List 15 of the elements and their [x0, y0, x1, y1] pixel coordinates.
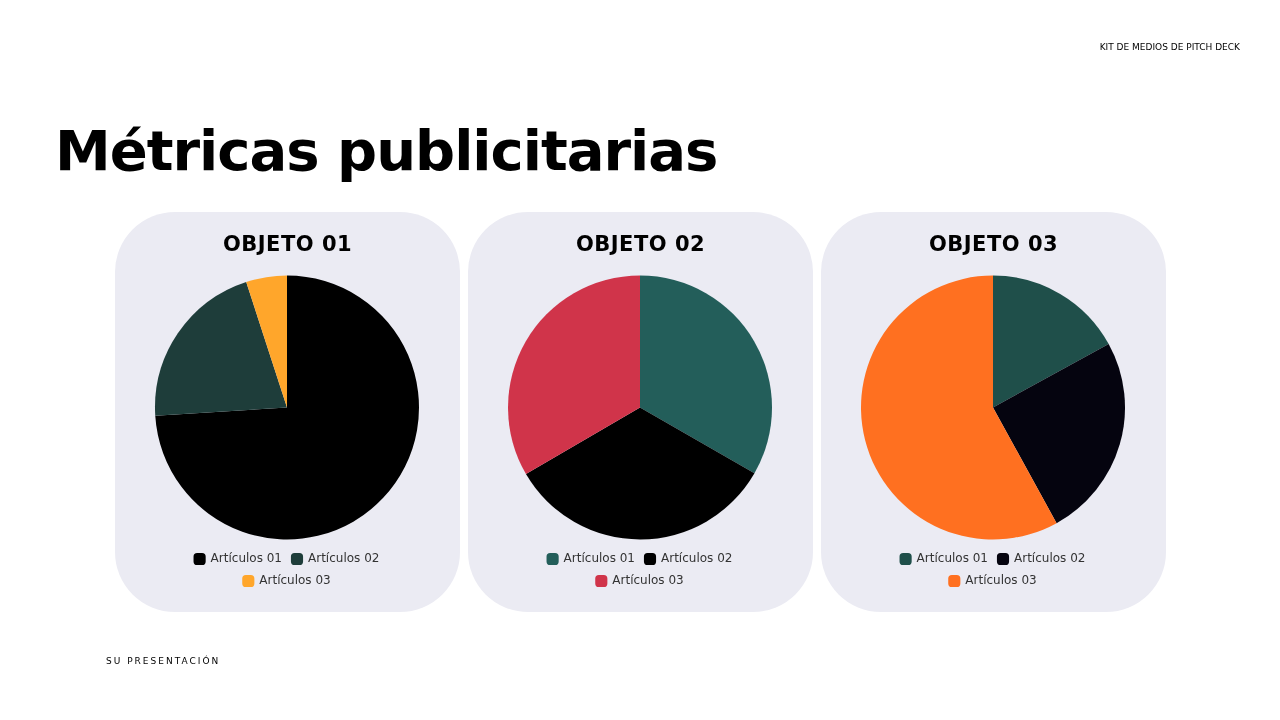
- legend-label: Artículos 03: [259, 573, 331, 588]
- chart-title: OBJETO 01: [221, 232, 354, 256]
- legend-label: Artículos 01: [210, 551, 283, 566]
- legend-label: Artículos 03: [612, 573, 684, 588]
- text: KIT DE MEDIOS DE PITCH DECK: [1099, 42, 1240, 52]
- chart-title: OBJETO 02: [574, 232, 707, 256]
- legend-label: Artículos 01: [916, 551, 989, 566]
- legend-label: Artículos 02: [661, 551, 733, 566]
- text: Métricas publicitarias: [55, 118, 718, 183]
- chart-title: OBJETO 03: [927, 232, 1060, 256]
- legend-label: Artículos 02: [1014, 551, 1086, 566]
- legend-label: Artículos 01: [563, 551, 636, 566]
- legend-label: Artículos 03: [965, 573, 1037, 588]
- legend-label: Artículos 02: [308, 551, 380, 566]
- text: SU PRESENTACIÓN: [106, 656, 221, 666]
